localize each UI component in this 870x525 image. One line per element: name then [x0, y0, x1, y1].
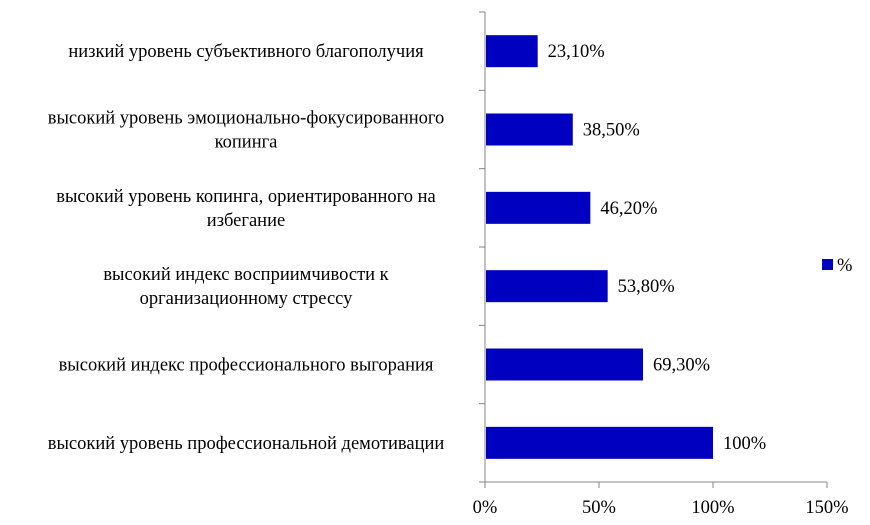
x-tick-label: 100%	[691, 498, 734, 518]
category-label-line: высокий уровень профессиональной демотив…	[48, 434, 445, 454]
bars	[486, 35, 713, 459]
data-label: 38,50%	[583, 121, 640, 141]
category-label-line: организационному стрессу	[140, 289, 354, 309]
bar	[486, 191, 591, 224]
x-tick-label: 150%	[805, 498, 848, 518]
category-label: высокий индекс восприимчивости к организа…	[103, 265, 388, 309]
category-label-line: высокий уровень эмоционально-фокусирован…	[48, 109, 445, 129]
data-label: 100%	[723, 434, 766, 454]
category-label: низкий уровень субъективного благополучи…	[68, 42, 424, 62]
category-label: высокий уровень профессиональной демотив…	[48, 434, 445, 454]
category-label: высокий уровень копинга, ориентированног…	[56, 187, 436, 231]
category-label: высокий уровень эмоционально-фокусирован…	[48, 109, 445, 153]
bar	[486, 35, 538, 68]
bar	[486, 113, 573, 146]
data-label: 69,30%	[653, 356, 710, 376]
bar	[486, 270, 608, 303]
legend-swatch	[822, 259, 833, 270]
category-label: высокий индекс профессионального выгоран…	[59, 356, 434, 376]
x-tick-labels: 0% 50% 100% 150%	[473, 498, 849, 518]
category-label-line: низкий уровень субъективного благополучи…	[68, 42, 424, 62]
data-labels: 23,10% 38,50% 46,20% 53,80% 69,30% 100%	[548, 42, 767, 454]
bar	[486, 426, 713, 459]
bar	[486, 348, 644, 381]
category-label-line: высокий уровень копинга, ориентированног…	[56, 187, 436, 207]
category-label-line: высокий индекс профессионального выгоран…	[59, 356, 434, 376]
legend-label: %	[837, 256, 852, 276]
category-label-line: высокий индекс восприимчивости к	[103, 265, 388, 285]
data-label: 23,10%	[548, 42, 605, 62]
category-labels: низкий уровень субъективного благополучи…	[48, 42, 445, 454]
category-label-line: избегание	[207, 211, 285, 231]
x-tick-label: 50%	[582, 498, 616, 518]
category-label-line: копинга	[215, 133, 278, 153]
axes	[479, 11, 828, 488]
legend: %	[822, 256, 852, 276]
data-label: 46,20%	[600, 199, 657, 219]
x-tick-label: 0%	[473, 498, 498, 518]
data-label: 53,80%	[618, 277, 675, 297]
